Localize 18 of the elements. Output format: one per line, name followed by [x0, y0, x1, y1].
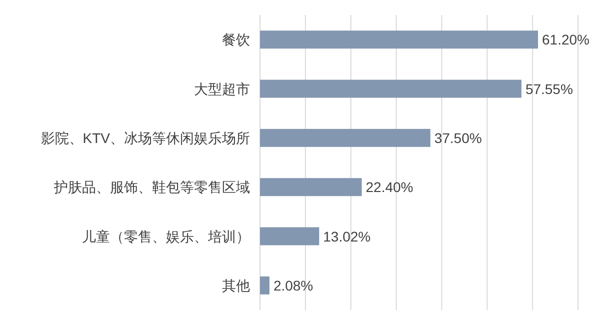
- bar: [260, 178, 362, 196]
- data-label: 37.50%: [434, 130, 482, 146]
- y-tick-label: 影院、KTV、冰场等休闲娱乐场所: [40, 130, 250, 146]
- y-tick-label: 餐饮: [222, 32, 250, 48]
- data-label: 61.20%: [542, 32, 590, 48]
- bar: [260, 276, 270, 294]
- data-label: 57.55%: [525, 80, 573, 97]
- y-tick-label: 儿童（零售、娱乐、培训）: [82, 228, 250, 244]
- data-label: 13.02%: [323, 228, 371, 244]
- data-label: 22.40%: [366, 179, 414, 196]
- y-tick-label: 其他: [222, 277, 250, 294]
- y-tick-label: 护肤品、服饰、鞋包等零售区域: [53, 179, 250, 196]
- bar: [260, 227, 320, 246]
- bar: [260, 30, 538, 49]
- y-tick-label: 大型超市: [194, 80, 250, 97]
- data-label: 2.08%: [273, 277, 314, 294]
- bar: [260, 80, 522, 98]
- bar: [260, 128, 430, 147]
